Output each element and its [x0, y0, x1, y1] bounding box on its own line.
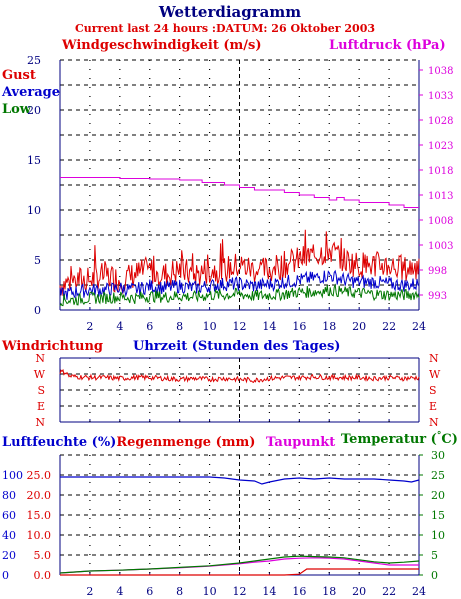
pressure-tick-label: 1013 [428, 191, 453, 202]
humidity-tick-label: 80 [2, 489, 16, 502]
pressure-title: Luftdruck (hPa) [329, 38, 446, 53]
temperature-tick-label: 10 [431, 529, 445, 542]
wind-x-tick-label: 12 [233, 320, 247, 333]
direction-tick-label-right: S [429, 384, 437, 397]
pressure-tick-label: 993 [428, 291, 447, 302]
temperature-title-text: Temperatur ( [341, 432, 437, 447]
temperature-tick-label: 0 [431, 569, 438, 582]
pressure-tick-label: 1033 [428, 91, 453, 102]
wind-x-tick-label: 18 [322, 320, 336, 333]
pressure-tick-label: 1023 [428, 141, 453, 152]
humidity-x-tick-label: 24 [412, 585, 426, 598]
humidity-x-tick-label: 20 [352, 585, 366, 598]
chart-subtitle: Current last 24 hours :DATUM: 26 Oktober… [75, 22, 375, 35]
wind-x-tick-label: 22 [382, 320, 396, 333]
direction-tick-label-left: N [35, 352, 45, 365]
series-temperatur [59, 555, 420, 574]
wind-direction-title: Windrichtung [1, 339, 103, 354]
humidity-x-tick-label: 14 [262, 585, 276, 598]
legend-average: Average [1, 85, 60, 100]
direction-tick-label-left: W [34, 368, 46, 381]
series-gust [59, 229, 420, 296]
humidity-tick-label: 100 [2, 469, 23, 482]
direction-tick-label-left: N [35, 416, 45, 429]
pressure-tick-label: 1018 [428, 166, 453, 177]
temperature-title-close: ) [452, 432, 458, 447]
series-luftfeuchte [60, 476, 420, 485]
temperature-title: Temperatur (°C) [341, 431, 458, 447]
humidity-tick-label: 60 [2, 509, 16, 522]
wind-y-tick-label: 15 [27, 154, 41, 167]
legend-gust: Gust [2, 68, 36, 83]
pressure-tick-label: 1008 [428, 216, 453, 227]
wind-x-tick-label: 8 [176, 320, 183, 333]
time-axis-title: Uhrzeit (Stunden des Tages) [133, 339, 340, 354]
rain-tick-label: 5.0 [34, 549, 52, 562]
wind-x-tick-label: 16 [292, 320, 306, 333]
series-regenmenge [60, 568, 419, 576]
humidity-x-tick-label: 22 [382, 585, 396, 598]
wind-x-tick-label: 2 [86, 320, 93, 333]
series-luftdruck [60, 177, 419, 208]
humidity-x-tick-label: 16 [292, 585, 306, 598]
pressure-tick-label: 998 [428, 266, 447, 277]
pressure-tick-label: 1038 [428, 66, 453, 77]
wind-y-tick-label: 5 [34, 254, 41, 267]
humidity-tick-label: 20 [2, 549, 16, 562]
wind-x-tick-label: 6 [146, 320, 153, 333]
direction-tick-label-left: E [37, 400, 45, 413]
humidity-x-tick-label: 2 [86, 585, 93, 598]
wind-y-tick-label: 20 [27, 104, 41, 117]
direction-tick-label-right: N [429, 416, 439, 429]
wind-y-tick-label: 25 [27, 54, 41, 67]
humidity-x-tick-label: 10 [203, 585, 217, 598]
panel3-header: Luftfeuchte (%)Regenmenge (mm) [2, 435, 255, 450]
temperature-tick-label: 25 [431, 469, 445, 482]
dewpoint-title: Taupunkt [266, 435, 335, 450]
temperature-tick-label: 15 [431, 509, 445, 522]
humidity-x-tick-label: 4 [116, 585, 123, 598]
wind-x-tick-label: 24 [412, 320, 426, 333]
pressure-tick-label: 1028 [428, 116, 453, 127]
direction-tick-label-right: E [429, 400, 437, 413]
humidity-x-tick-label: 18 [322, 585, 336, 598]
rain-title: Regenmenge (mm) [116, 435, 255, 450]
humidity-title: Luftfeuchte (%) [2, 435, 116, 450]
humidity-x-tick-label: 6 [146, 585, 153, 598]
rain-tick-label: 15.0 [27, 509, 52, 522]
temperature-unit-degree: ° [437, 431, 442, 441]
temperature-tick-label: 20 [431, 489, 445, 502]
direction-tick-label-right: N [429, 352, 439, 365]
rain-tick-label: 25.0 [27, 469, 52, 482]
chart-title: Wetterdiagramm [158, 3, 301, 21]
temperature-tick-label: 5 [431, 549, 438, 562]
humidity-x-tick-label: 12 [233, 585, 247, 598]
wind-y-tick-label: 10 [27, 204, 41, 217]
series-average [59, 269, 420, 300]
wind-y-tick-label: 0 [34, 304, 41, 317]
wind-x-tick-label: 10 [203, 320, 217, 333]
humidity-tick-label: 40 [2, 529, 16, 542]
rain-tick-label: 10.0 [27, 529, 52, 542]
direction-tick-label-left: S [37, 384, 45, 397]
humidity-tick-label: 0 [2, 569, 9, 582]
direction-tick-label-right: W [429, 368, 441, 381]
wind-x-tick-label: 14 [262, 320, 276, 333]
legend-low: Low [2, 102, 32, 117]
series-low [59, 283, 420, 307]
wind-x-tick-label: 20 [352, 320, 366, 333]
temperature-tick-label: 30 [431, 449, 445, 462]
wind-x-tick-label: 4 [116, 320, 123, 333]
series-wind-direction [59, 368, 420, 384]
pressure-tick-label: 1003 [428, 241, 453, 252]
temperature-unit: C [441, 432, 451, 447]
rain-tick-label: 0.0 [34, 569, 52, 582]
wind-speed-title: Windgeschwindigkeit (m/s) [61, 38, 261, 53]
humidity-x-tick-label: 8 [176, 585, 183, 598]
rain-tick-label: 20.0 [27, 489, 52, 502]
